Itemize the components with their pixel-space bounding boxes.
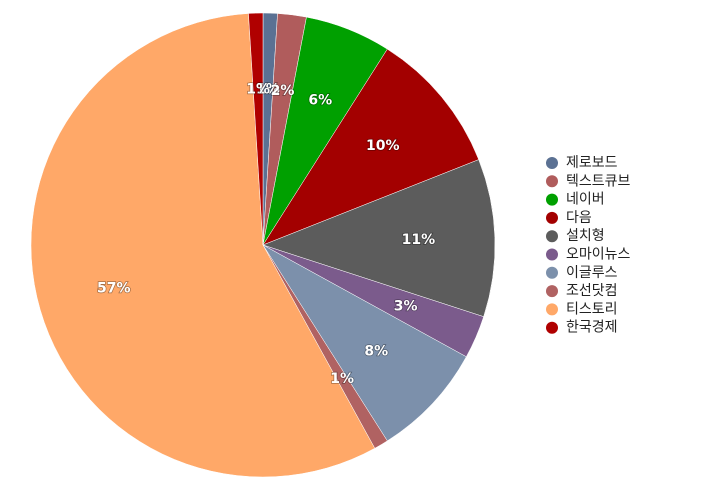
pie-slice	[30, 13, 376, 478]
data-label: 11%	[402, 232, 436, 248]
pie-slice	[262, 159, 496, 318]
data-label: 1%	[246, 82, 270, 98]
legend-label: 한국경제	[566, 320, 618, 336]
data-label: 8%	[364, 343, 388, 359]
pie-slice	[248, 12, 264, 246]
legend-label: 오마이뉴스	[566, 247, 631, 263]
data-label: 1%	[256, 82, 280, 98]
legend-marker	[546, 303, 558, 316]
legend-label: 다음	[566, 210, 592, 226]
data-label: 6%	[308, 92, 332, 108]
legend-marker	[546, 266, 558, 279]
legend-marker	[546, 211, 558, 224]
data-label: 10%	[366, 138, 400, 154]
legend-label: 네이버	[566, 192, 605, 208]
legend-label: 티스토리	[566, 301, 618, 317]
legend-marker	[546, 285, 558, 298]
legend-label: 텍스트큐브	[566, 173, 631, 189]
pie-slice	[262, 244, 467, 442]
legend-marker	[546, 321, 558, 334]
data-label: 3%	[394, 299, 418, 315]
pie-slice	[262, 48, 480, 246]
legend-label: 조선닷컴	[566, 283, 618, 299]
legend-marker	[546, 248, 558, 261]
legend-marker	[546, 230, 558, 243]
legend-marker	[546, 157, 558, 169]
legend-marker	[546, 175, 558, 188]
data-label: 1%	[330, 371, 354, 387]
legend-marker	[546, 193, 558, 206]
data-label: 2%	[271, 83, 295, 99]
legend-label: 설치형	[566, 228, 605, 244]
data-label: 57%	[97, 280, 131, 296]
legend-label: 이글루스	[566, 265, 618, 281]
legend-label: 제로보드	[566, 155, 618, 171]
